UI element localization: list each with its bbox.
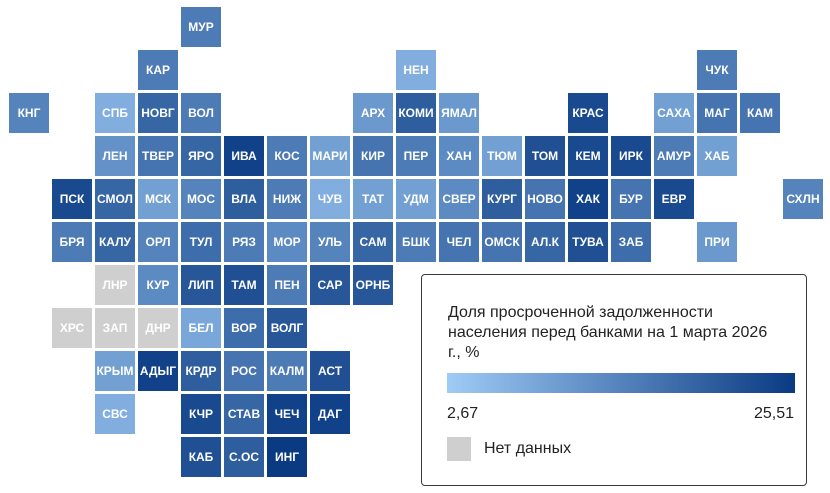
region-tile: СХЛН	[783, 179, 823, 219]
region-tile: МУР	[181, 7, 221, 47]
region-tile: ДНР	[138, 308, 178, 348]
region-tile: КРАС	[568, 93, 608, 133]
region-tile: КУРГ	[482, 179, 522, 219]
region-tile: АДЫГ	[138, 351, 178, 391]
region-tile: КАБ	[181, 437, 221, 477]
region-tile: ОМСК	[482, 222, 522, 262]
region-tile: ВОЛГ	[267, 308, 307, 348]
region-tile: ЯМАЛ	[439, 93, 479, 133]
region-tile: ИНГ	[267, 437, 307, 477]
region-tile: НЕН	[396, 50, 436, 90]
region-tile: МСК	[138, 179, 178, 219]
region-tile: ВОЛ	[181, 93, 221, 133]
region-tile: ТОМ	[525, 136, 565, 176]
region-tile: КУР	[138, 265, 178, 305]
region-tile: АМУР	[654, 136, 694, 176]
region-tile: ВОР	[224, 308, 264, 348]
legend-min-label: 2,67	[447, 405, 479, 422]
region-tile: СМОЛ	[95, 179, 135, 219]
region-tile: ПЕР	[396, 136, 436, 176]
region-tile: ТАТ	[353, 179, 393, 219]
region-tile: ТВЕР	[138, 136, 178, 176]
legend-nodata-swatch	[447, 437, 471, 461]
region-tile: СПБ	[95, 93, 135, 133]
region-tile: СТАВ	[224, 394, 264, 434]
region-tile: КАЛМ	[267, 351, 307, 391]
region-tile: ПРИ	[697, 222, 737, 262]
region-tile: БРЯ	[52, 222, 92, 262]
region-tile: СВС	[95, 394, 135, 434]
region-tile: КРДР	[181, 351, 221, 391]
legend-nodata-label: Нет данных	[484, 440, 572, 457]
region-tile: БУР	[611, 179, 651, 219]
region-tile: ЯРО	[181, 136, 221, 176]
region-tile: ЧЕЛ	[439, 222, 479, 262]
region-tile: СВЕР	[439, 179, 479, 219]
region-tile: ХАБ	[697, 136, 737, 176]
region-tile: КАЛУ	[95, 222, 135, 262]
region-tile: ЛИП	[181, 265, 221, 305]
region-tile: ХАН	[439, 136, 479, 176]
region-tile: ТЮМ	[482, 136, 522, 176]
region-tile: САР	[310, 265, 350, 305]
region-tile: ЗАБ	[611, 222, 651, 262]
region-tile: ЧУВ	[310, 179, 350, 219]
region-tile: КРЫМ	[95, 351, 135, 391]
region-tile: ТУЛ	[181, 222, 221, 262]
region-tile: НИЖ	[267, 179, 307, 219]
region-tile: ИВА	[224, 136, 264, 176]
region-tile: КНГ	[9, 93, 49, 133]
region-tile: АЛ.К	[525, 222, 565, 262]
region-tile: ПСК	[52, 179, 92, 219]
region-tile: САХА	[654, 93, 694, 133]
region-tile: САМ	[353, 222, 393, 262]
region-tile: КАМ	[740, 93, 780, 133]
region-tile: НОВГ	[138, 93, 178, 133]
region-tile: ДАГ	[310, 394, 350, 434]
region-tile: ЕВР	[654, 179, 694, 219]
region-tile: УДМ	[396, 179, 436, 219]
region-tile: ЗАП	[95, 308, 135, 348]
region-tile: ЧЕЧ	[267, 394, 307, 434]
region-tile: С.ОС	[224, 437, 264, 477]
region-tile: ОРЛ	[138, 222, 178, 262]
region-tile: НОВО	[525, 179, 565, 219]
region-tile: МОС	[181, 179, 221, 219]
region-tile: ТУВА	[568, 222, 608, 262]
region-tile: ТАМ	[224, 265, 264, 305]
region-tile: БШК	[396, 222, 436, 262]
region-tile: КЕМ	[568, 136, 608, 176]
legend-max-label: 25,51	[753, 405, 794, 422]
region-tile: УЛЬ	[310, 222, 350, 262]
region-tile: ИРК	[611, 136, 651, 176]
region-tile: МАГ	[697, 93, 737, 133]
region-tile: КОМИ	[396, 93, 436, 133]
region-tile: КЧР	[181, 394, 221, 434]
region-tile: АРХ	[353, 93, 393, 133]
region-tile: БЕЛ	[181, 308, 221, 348]
region-tile: ХРС	[52, 308, 92, 348]
region-tile: ПЕН	[267, 265, 307, 305]
region-tile: КИР	[353, 136, 393, 176]
region-tile: КОС	[267, 136, 307, 176]
legend: Доля просроченной задолженности населени…	[421, 274, 807, 486]
region-tile: РОС	[224, 351, 264, 391]
region-tile: ЛНР	[95, 265, 135, 305]
region-tile: АСТ	[310, 351, 350, 391]
region-tile: ОРНБ	[353, 265, 393, 305]
region-tile: РЯЗ	[224, 222, 264, 262]
region-tile: ЧУК	[697, 50, 737, 90]
region-tile: КАР	[138, 50, 178, 90]
legend-color-scale	[447, 373, 795, 393]
region-tile: ХАК	[568, 179, 608, 219]
legend-title: Доля просроченной задолженности населени…	[448, 304, 768, 361]
region-tile: ВЛА	[224, 179, 264, 219]
region-tile: ЛЕН	[95, 136, 135, 176]
region-tile: МАРИ	[310, 136, 350, 176]
region-tile: МОР	[267, 222, 307, 262]
